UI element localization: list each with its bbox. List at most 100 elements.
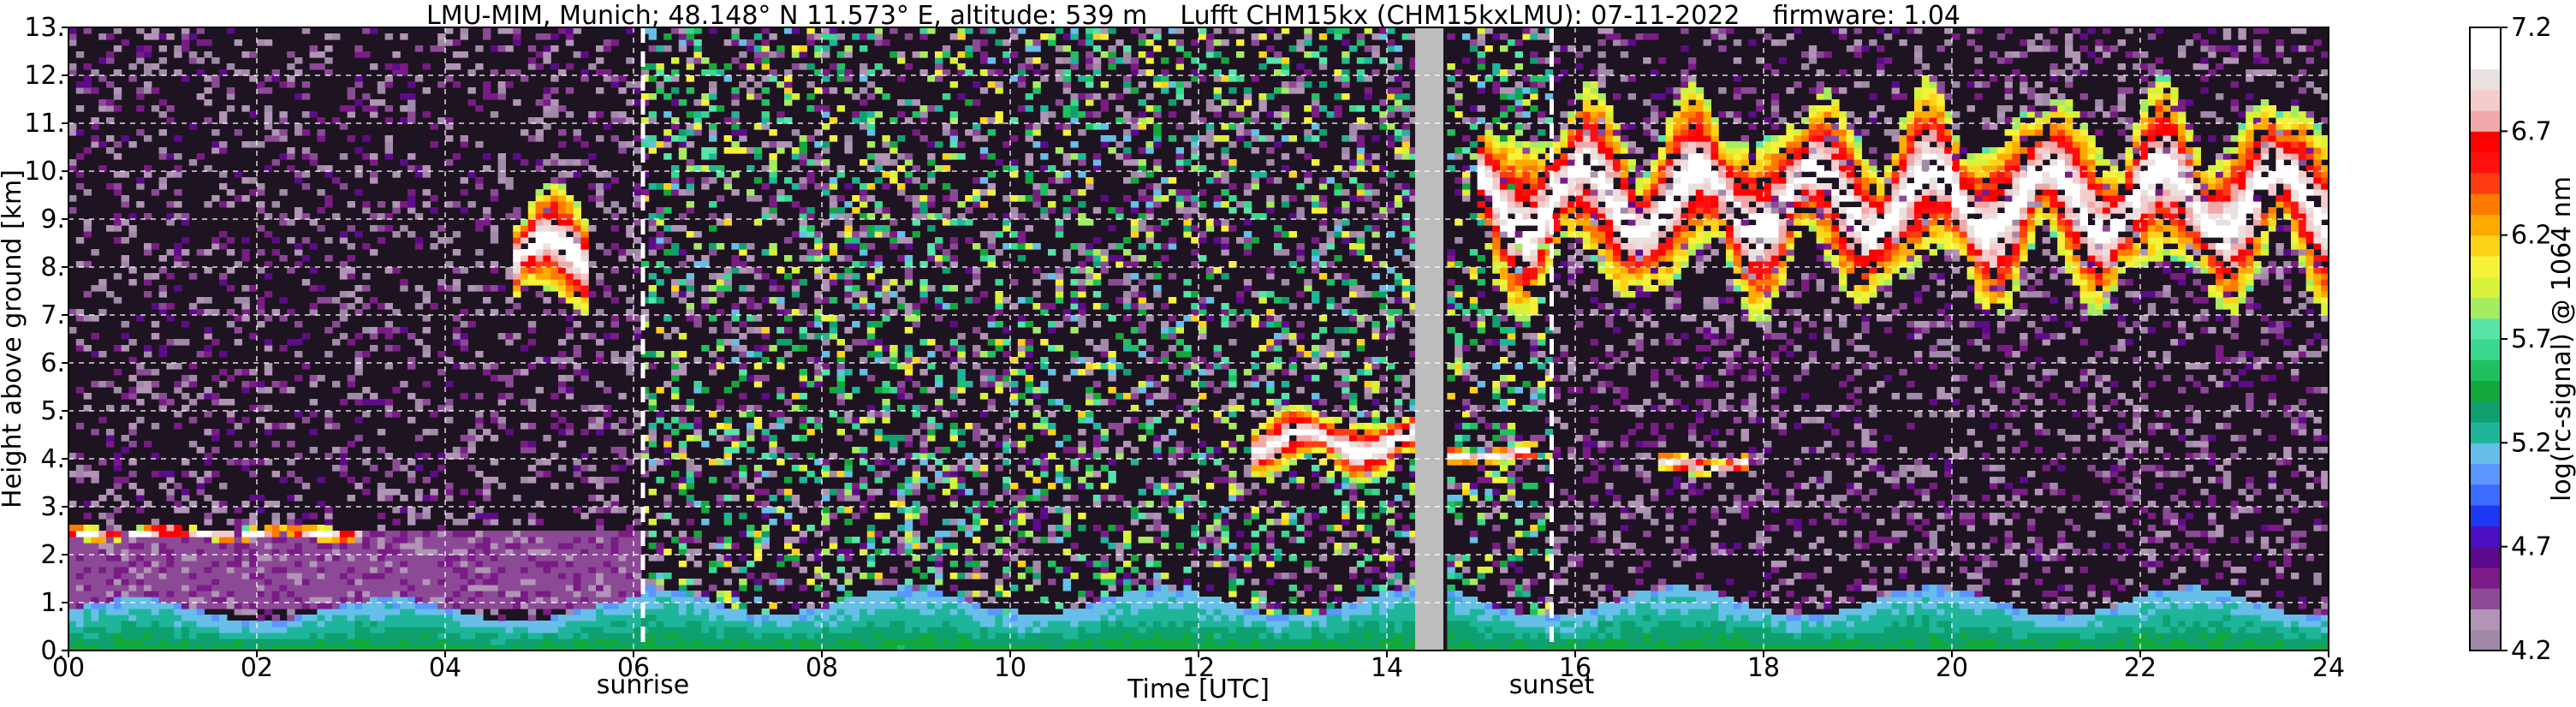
heatmap-cell <box>370 63 378 70</box>
heatmap-cell <box>339 333 348 340</box>
heatmap-cell <box>693 615 702 621</box>
heatmap-cell <box>294 561 303 567</box>
heatmap-cell <box>558 27 567 34</box>
heatmap-cell <box>678 621 687 627</box>
heatmap-cell <box>430 591 438 597</box>
heatmap-cell <box>68 471 77 478</box>
heatmap-cell <box>483 555 491 561</box>
heatmap-cell <box>656 609 664 615</box>
heatmap-cell <box>852 423 860 430</box>
heatmap-cell <box>776 285 785 292</box>
heatmap-cell <box>942 153 951 160</box>
heatmap-cell <box>558 555 567 561</box>
heatmap-cell <box>347 201 355 208</box>
heatmap-cell <box>204 471 212 478</box>
heatmap-cell <box>452 627 461 633</box>
heatmap-cell <box>535 225 544 232</box>
heatmap-cell <box>106 537 115 544</box>
heatmap-cell <box>422 63 431 70</box>
heatmap-cell <box>408 603 416 609</box>
heatmap-cell <box>565 261 574 268</box>
heatmap-cell <box>430 645 438 651</box>
heatmap-cell <box>723 321 732 328</box>
heatmap-cell <box>392 531 401 538</box>
heatmap-cell <box>68 621 77 627</box>
heatmap-cell <box>686 141 694 148</box>
heatmap-cell <box>422 645 431 651</box>
heatmap-cell <box>211 435 220 442</box>
heatmap-cell <box>806 417 815 424</box>
heatmap-cell <box>384 333 393 340</box>
heatmap-cell <box>558 567 567 573</box>
heatmap-cell <box>618 609 627 615</box>
heatmap-cell <box>860 417 868 424</box>
heatmap-cell <box>550 483 559 490</box>
heatmap-cell <box>919 111 928 118</box>
heatmap-cell <box>452 573 461 579</box>
heatmap-cell <box>521 255 529 262</box>
heatmap-cell <box>663 447 672 454</box>
heatmap-cell <box>723 645 732 651</box>
heatmap-cell <box>753 543 763 550</box>
heatmap-cell <box>580 297 589 304</box>
heatmap-cell <box>565 297 574 304</box>
heatmap-cell <box>558 537 567 544</box>
heatmap-cell <box>241 369 250 376</box>
heatmap-cell <box>294 243 303 250</box>
heatmap-cell <box>144 273 152 280</box>
heatmap-cell <box>822 123 830 130</box>
heatmap-cell <box>377 327 386 334</box>
heatmap-cell <box>769 411 777 418</box>
heatmap-cell <box>769 573 777 579</box>
heatmap-cell <box>68 159 77 166</box>
heatmap-cell <box>866 633 876 639</box>
heatmap-cell <box>784 477 793 484</box>
heatmap-cell <box>136 45 145 52</box>
heatmap-cell <box>573 237 581 244</box>
heatmap-cell <box>648 33 657 40</box>
heatmap-cell <box>942 207 951 214</box>
heatmap-cell <box>301 627 311 633</box>
heatmap-cell <box>844 519 853 526</box>
heatmap-cell <box>430 561 438 567</box>
heatmap-cell <box>822 471 830 478</box>
heatmap-cell <box>264 621 273 627</box>
heatmap-cell <box>860 633 868 639</box>
heatmap-cell <box>128 393 137 400</box>
heatmap-cell <box>671 621 680 627</box>
heatmap-cell <box>136 603 145 609</box>
heatmap-cell <box>174 549 182 556</box>
heatmap-cell <box>113 633 122 639</box>
heatmap-cell <box>234 621 242 627</box>
heatmap-cell <box>573 543 581 550</box>
heatmap-cell <box>422 603 431 609</box>
heatmap-cell <box>467 69 476 76</box>
heatmap-cell <box>822 159 830 166</box>
heatmap-cell <box>634 411 642 418</box>
heatmap-cell <box>301 525 311 532</box>
heatmap-cell <box>610 81 619 88</box>
heatmap-cell <box>866 405 876 412</box>
heatmap-cell <box>860 117 868 124</box>
heatmap-cell <box>204 99 212 106</box>
heatmap-cell <box>866 261 876 268</box>
heatmap-cell <box>287 585 295 591</box>
heatmap-cell <box>513 69 521 76</box>
heatmap-cell <box>640 309 650 316</box>
heatmap-cell <box>91 333 99 340</box>
heatmap-cell <box>339 105 348 112</box>
heatmap-cell <box>852 177 860 184</box>
heatmap-cell <box>596 429 604 436</box>
heatmap-cell <box>151 543 160 550</box>
heatmap-cell <box>332 543 341 550</box>
heatmap-cell <box>949 471 958 478</box>
heatmap-cell <box>656 207 664 214</box>
heatmap-cell <box>121 543 129 550</box>
heatmap-cell <box>927 27 936 34</box>
heatmap-cell <box>573 51 581 58</box>
heatmap-cell <box>535 621 544 627</box>
heatmap-cell <box>942 621 951 627</box>
heatmap-cell <box>392 549 401 556</box>
heatmap-cell <box>957 645 966 651</box>
heatmap-cell <box>663 633 672 639</box>
